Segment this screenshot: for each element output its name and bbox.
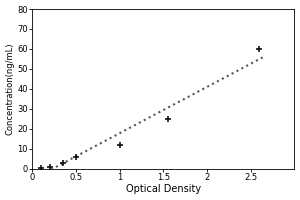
X-axis label: Optical Density: Optical Density bbox=[126, 184, 201, 194]
Y-axis label: Concentration(ng/mL): Concentration(ng/mL) bbox=[6, 43, 15, 135]
